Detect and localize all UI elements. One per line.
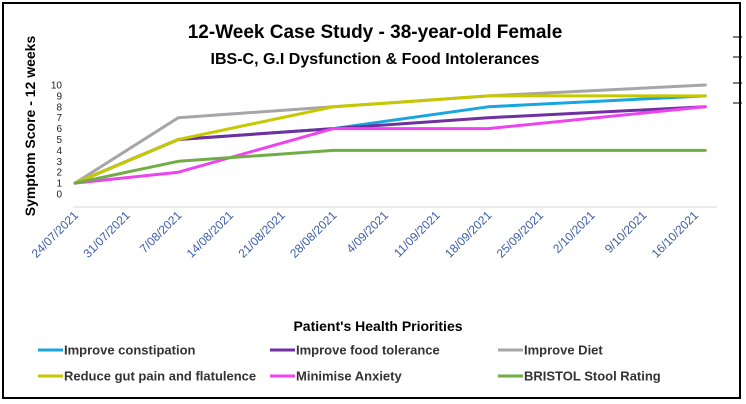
x-tick-label: 4/09/2021 bbox=[343, 208, 391, 256]
x-tick-label: 16/10/2021 bbox=[649, 208, 702, 261]
legend-title: Patient's Health Priorities bbox=[293, 318, 462, 334]
legend-label: Improve food tolerance bbox=[296, 343, 440, 358]
legend-label: Improve constipation bbox=[64, 343, 196, 358]
x-tick-label: 11/09/2021 bbox=[391, 208, 443, 260]
x-tick-label: 7/08/2021 bbox=[137, 208, 185, 256]
x-tick-label: 14/08/2021 bbox=[184, 208, 237, 261]
y-tick-label: 7 bbox=[56, 113, 62, 124]
x-tick-label: 28/08/2021 bbox=[287, 208, 340, 261]
x-tick-label: 2/10/2021 bbox=[550, 208, 598, 256]
y-tick-label: 10 bbox=[51, 81, 63, 92]
x-tick-label: 25/09/2021 bbox=[494, 208, 547, 261]
y-tick-label: 8 bbox=[56, 102, 62, 113]
x-tick-label: 21/08/2021 bbox=[235, 208, 288, 261]
y-tick-label: 0 bbox=[56, 190, 62, 201]
legend-label: Minimise Anxiety bbox=[296, 369, 402, 384]
y-tick-label: 3 bbox=[56, 157, 62, 168]
y-axis-label: Symptom Score - 12 weeks bbox=[22, 36, 38, 217]
legend-label: Improve Diet bbox=[524, 343, 603, 358]
chart-title: 12-Week Case Study - 38-year-old Female bbox=[188, 22, 563, 43]
series-line bbox=[73, 94, 707, 185]
legend: Improve constipation Improve food toleran… bbox=[38, 343, 661, 384]
legend-label: Reduce gut pain and flatulence bbox=[64, 369, 256, 384]
x-tick-label: 18/09/2021 bbox=[442, 208, 495, 261]
x-axis-ticks: 24/07/2021 31/07/2021 7/08/2021 14/08/2021 2… bbox=[29, 208, 702, 261]
right-edge-marks bbox=[733, 36, 742, 104]
x-tick-label: 9/10/2021 bbox=[602, 208, 650, 256]
chart-frame bbox=[2, 2, 741, 399]
series-line bbox=[73, 148, 707, 185]
y-tick-label: 4 bbox=[56, 146, 62, 157]
series-line bbox=[73, 105, 707, 185]
y-tick-label: 2 bbox=[56, 168, 62, 179]
y-tick-label: 1 bbox=[56, 179, 62, 190]
y-tick-label: 9 bbox=[56, 91, 62, 102]
series-line bbox=[73, 94, 707, 185]
y-tick-label: 5 bbox=[56, 135, 62, 146]
x-tick-label: 31/07/2021 bbox=[80, 208, 133, 261]
series-lines bbox=[73, 83, 707, 185]
y-tick-label: 6 bbox=[56, 124, 62, 135]
chart-subtitle: IBS-C, G.I Dysfunction & Food Intoleranc… bbox=[211, 51, 540, 68]
legend-label: BRISTOL Stool Rating bbox=[524, 369, 661, 384]
